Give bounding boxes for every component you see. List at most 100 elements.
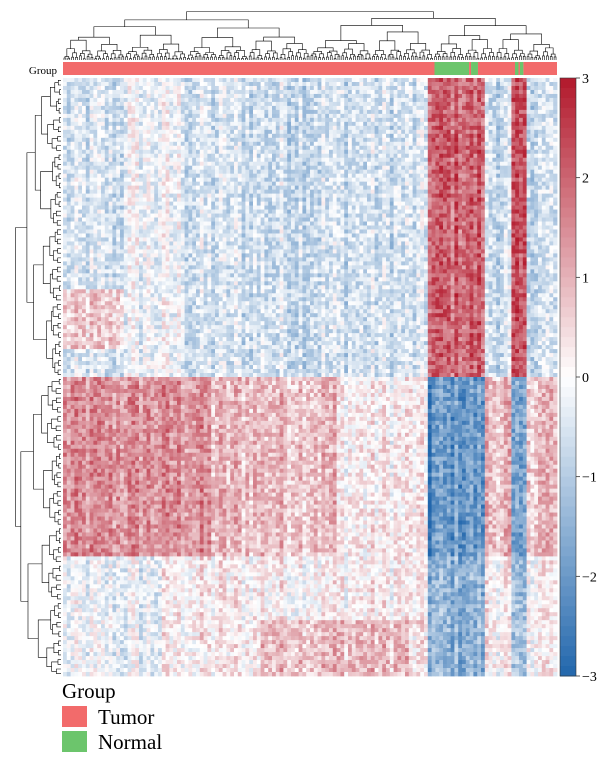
heatmap-cell [264,157,269,163]
heatmap-cell [363,225,368,230]
heatmap-cell [325,225,330,230]
heatmap-cell [97,217,102,222]
heatmap-cell [355,217,360,222]
heatmap-cell [397,101,402,107]
heatmap-cell [173,141,178,147]
heatmap-cell [97,129,102,135]
heatmap-cell [370,193,375,198]
heatmap-cell [298,153,303,159]
heatmap-cell [393,85,398,91]
heatmap-cell [500,121,505,127]
heatmap-cell [469,93,474,99]
heatmap-cell [382,129,387,135]
heatmap-cell [123,157,128,163]
heatmap-cell [306,157,311,163]
heatmap-cell [154,93,159,99]
heatmap-cell [74,81,79,87]
heatmap-cell [344,149,349,155]
heatmap-cell [188,81,193,87]
heatmap-cell [120,97,125,103]
heatmap-cell [192,229,197,234]
heatmap-cell [192,109,197,115]
heatmap-cell [215,121,220,127]
heatmap-cell [139,225,144,230]
heatmap-cell [199,78,204,83]
heatmap-cell [389,213,394,218]
heatmap-cell [203,97,208,103]
heatmap-cell [329,89,334,95]
heatmap-cell [184,78,189,83]
heatmap-cell [465,89,470,95]
heatmap-cell [363,109,368,115]
heatmap-cell [70,229,75,234]
heatmap-cell [272,85,277,91]
heatmap-cell [405,225,410,230]
heatmap-cell [169,173,174,179]
heatmap-cell [237,85,242,91]
heatmap-cell [526,97,531,103]
heatmap-cell [101,189,106,195]
heatmap-cell [89,193,94,198]
heatmap-cell [473,109,478,115]
heatmap-cell [519,93,524,99]
heatmap-cell [161,137,166,143]
heatmap-cell [241,201,246,206]
heatmap-cell [511,109,516,115]
heatmap-cell [530,78,535,83]
heatmap-cell [245,225,250,230]
heatmap-cell [503,221,508,226]
heatmap-cell [435,101,440,107]
heatmap-cell [416,193,421,198]
heatmap-cell [89,113,94,119]
heatmap-cell [146,133,151,139]
heatmap-cell [313,205,318,210]
heatmap-cell [211,197,216,202]
heatmap-cell [522,137,527,143]
heatmap-cell [241,193,246,198]
heatmap-cell [199,153,204,159]
heatmap-cell [89,161,94,167]
heatmap-cell [332,133,337,139]
heatmap-cell [184,93,189,99]
heatmap-cell [363,157,368,163]
heatmap-cell [446,173,451,179]
heatmap-cell [420,149,425,155]
heatmap-cell [465,85,470,91]
heatmap-cell [294,141,299,147]
heatmap-cell [302,81,307,87]
heatmap-cell [484,165,489,171]
heatmap-cell [526,149,531,155]
heatmap-cell [332,157,337,163]
heatmap-cell [332,165,337,171]
heatmap-cell [161,121,166,127]
heatmap-cell [101,185,106,191]
heatmap-cell [241,149,246,155]
heatmap-cell [321,221,326,226]
heatmap-cell [101,145,106,151]
heatmap-cell [287,209,292,214]
heatmap-cell [511,133,516,139]
heatmap-cell [275,177,280,183]
heatmap-cell [272,169,277,175]
heatmap-cell [188,193,193,198]
heatmap-cell [116,161,121,167]
heatmap-cell [435,121,440,127]
heatmap-cell [146,113,151,119]
heatmap-cell [268,149,273,155]
heatmap-cell [541,221,546,226]
heatmap-cell [420,145,425,151]
heatmap-cell [359,225,364,230]
heatmap-cell [439,93,444,99]
heatmap-cell [207,225,212,230]
heatmap-cell [112,229,117,234]
heatmap-cell [104,97,109,103]
heatmap-cell [120,121,125,127]
heatmap-cell [112,181,117,187]
heatmap-cell [336,193,341,198]
heatmap-cell [553,225,558,230]
heatmap-cell [450,225,455,230]
heatmap-cell [424,97,429,103]
heatmap-cell [492,117,497,123]
heatmap-cell [538,201,543,206]
heatmap-cell [427,101,432,107]
